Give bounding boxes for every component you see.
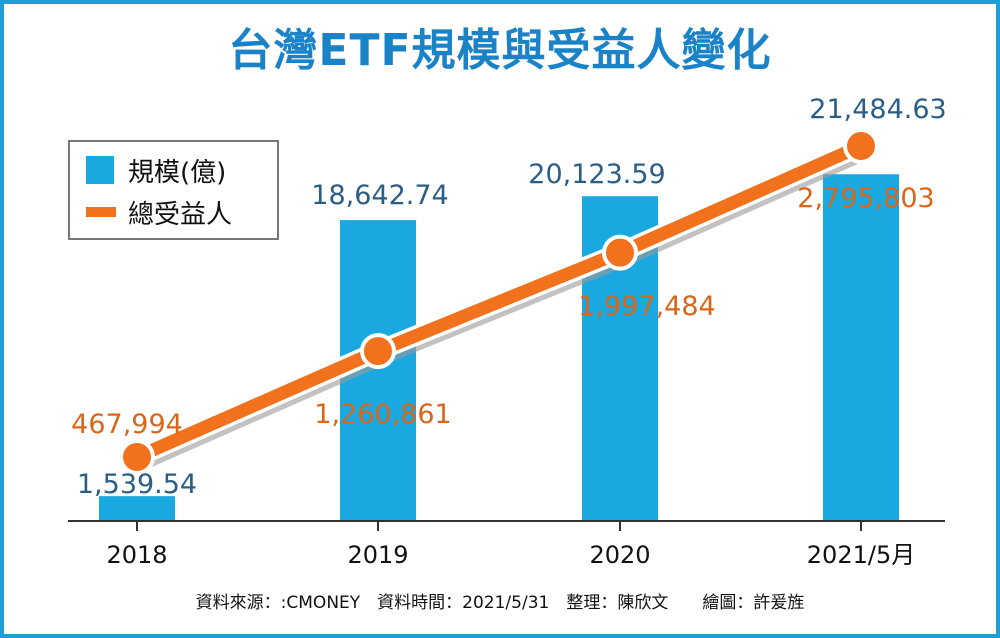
bar-3: [823, 174, 899, 521]
legend-bar-swatch: [86, 156, 114, 184]
x-tick-label-1: 2019: [347, 541, 408, 569]
legend-bar-label: 規模(億): [128, 157, 227, 188]
line-value-label-0: 467,994: [71, 409, 183, 440]
legend-item-bar: 規模(億): [86, 152, 226, 188]
source-note: 資料來源：:CMONEY 資料時間：2021/5/31 整理：陳欣文 繪圖：許爰…: [195, 593, 805, 613]
line-series: [130, 139, 868, 464]
bar-value-label-3: 21,484.63: [809, 94, 946, 125]
bar-value-label-1: 18,642.74: [311, 180, 448, 211]
x-tick-label-0: 2018: [106, 541, 167, 569]
legend-item-line: 總受益人: [86, 194, 232, 230]
bar-value-label-0: 1,539.54: [77, 469, 197, 500]
line-value-label-1: 1,260,861: [314, 399, 451, 430]
line-value-label-2: 1,997,484: [578, 291, 715, 322]
legend-line-swatch: [86, 207, 116, 217]
bar-value-label-2: 20,123.59: [528, 159, 665, 190]
chart-title: 台灣ETF規模與受益人變化: [228, 25, 772, 76]
x-tick-label-3: 2021/5月: [807, 541, 915, 569]
legend-line-label: 總受益人: [128, 199, 233, 230]
legend: 規模(億) 總受益人: [68, 140, 279, 240]
bar-0: [99, 496, 175, 521]
line-point-1: [360, 333, 396, 370]
line-point-2: [602, 234, 638, 271]
line-point-3: [843, 128, 879, 164]
line-point-0: [119, 439, 155, 475]
line-value-label-3: 2,795,803: [797, 183, 934, 214]
x-tick-label-2: 2020: [589, 541, 650, 569]
